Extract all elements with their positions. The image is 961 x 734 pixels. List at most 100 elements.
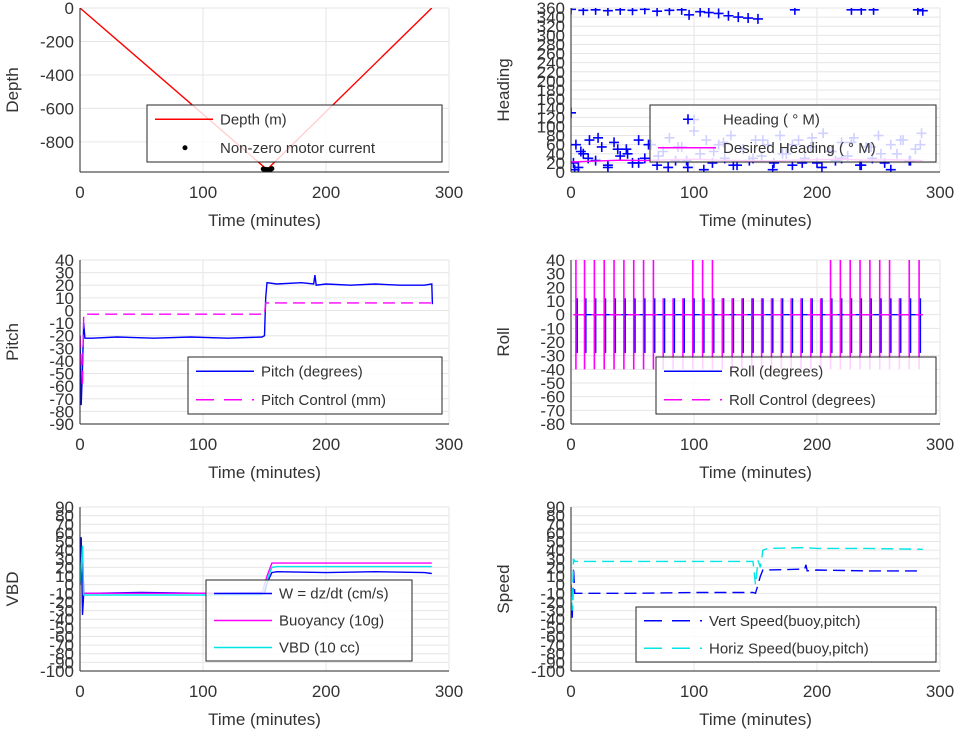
roll-y-tick-label: -30	[540, 347, 565, 366]
vbd-y-tick-label: 90	[55, 498, 74, 517]
heading-y-tick-label: 100	[537, 117, 565, 136]
roll-y-tick-label: 30	[546, 265, 565, 284]
heading-point	[609, 137, 620, 148]
depth-y-tick-label: -600	[40, 99, 74, 118]
pitch-x-tick-label: 0	[75, 435, 84, 454]
vbd-y-tick-label: 80	[55, 507, 74, 526]
speed-x-tick-label: 0	[566, 682, 575, 701]
heading-legend: Heading ( ° M) Desired Heading ( ° M)	[649, 104, 937, 163]
roll-x-axis-label: Time (minutes)	[699, 463, 812, 482]
heading-point	[912, 8, 923, 15]
heading-point	[663, 162, 674, 172]
heading-y-tick-label: 320	[537, 17, 565, 36]
depth-y-tick-label: -200	[40, 32, 74, 51]
speed-series-1-line	[571, 546, 923, 611]
speed-y-tick-label: 10	[546, 567, 565, 586]
vbd-y-tick-label: 70	[55, 515, 74, 534]
heading-point	[676, 8, 687, 15]
heading-y-tick-label: 360	[537, 0, 565, 18]
speed-y-axis-label: Speed	[494, 564, 513, 613]
heading-point	[615, 8, 626, 15]
heading-point	[816, 162, 827, 172]
vbd-y-tick-label: -40	[49, 610, 74, 629]
pitch-y-tick-label: -80	[49, 402, 74, 421]
heading-point	[578, 148, 589, 159]
heading-point	[682, 162, 693, 172]
depth-y-tick-label: -800	[40, 133, 74, 152]
vbd-legend-label: Buoyancy (10g)	[279, 613, 384, 630]
speed-y-tick-label: 40	[546, 541, 565, 560]
roll-legend-label: Roll Control (degrees)	[729, 392, 876, 409]
pitch-y-tick-label: 20	[55, 276, 74, 295]
speed-y-tick-label: -40	[540, 610, 565, 629]
heading-x-tick-label: 300	[926, 183, 954, 202]
heading-x-tick-label: 100	[680, 183, 708, 202]
speed-y-tick-label: -30	[540, 602, 565, 621]
depth-legend-swatch	[182, 145, 188, 151]
depth-x-tick-label: 200	[312, 183, 340, 202]
speed-y-tick-label: 0	[556, 576, 565, 595]
heading-point	[917, 8, 928, 16]
heading-point	[664, 8, 675, 16]
heading-point	[856, 8, 867, 15]
vbd-legend-label: W = dz/dt (cm/s)	[279, 586, 389, 603]
pitch-x-axis-label: Time (minutes)	[208, 463, 321, 482]
roll-y-axis-label: Roll	[494, 327, 513, 356]
heading-y-tick-label: 140	[537, 99, 565, 118]
heading-legend-label: Heading ( ° M)	[723, 111, 820, 128]
heading-point	[639, 8, 650, 15]
speed-y-tick-label: -80	[540, 645, 565, 664]
speed-chart: 0 100 200 3009080706050403020100-10-20-30-4…	[494, 498, 954, 729]
vbd-y-tick-label: 10	[55, 567, 74, 586]
vbd-x-tick-label: 0	[75, 682, 84, 701]
heading-y-tick-label: 260	[537, 45, 565, 64]
heading-point	[633, 135, 644, 146]
roll-y-tick-label: 40	[546, 251, 565, 270]
roll-x-tick-label: 100	[680, 435, 708, 454]
heading-y-tick-label: 340	[537, 8, 565, 27]
vbd-y-tick-label: -60	[49, 627, 74, 646]
heading-y-tick-label: 120	[537, 108, 565, 127]
speed-data	[571, 546, 923, 620]
vbd-legend: W = dz/dt (cm/s) Buoyancy (10g) VBD (10 cc…	[205, 579, 413, 662]
vbd-x-axis-label: Time (minutes)	[208, 710, 321, 729]
pitch-x-tick-label: 300	[435, 435, 463, 454]
vbd-y-tick-label: 20	[55, 558, 74, 577]
pitch-y-tick-label: -10	[49, 314, 74, 333]
heading-point	[703, 8, 714, 18]
roll-x-tick-label: 200	[803, 435, 831, 454]
vbd-legend-label: VBD (10 cc)	[279, 640, 360, 657]
speed-y-tick-label: 90	[546, 498, 565, 517]
pitch-y-tick-label: -20	[49, 327, 74, 346]
roll-y-tick-label: -40	[540, 360, 565, 379]
pitch-y-tick-label: -70	[49, 390, 74, 409]
depth-legend-label: Non-zero motor current	[220, 140, 376, 157]
heading-y-tick-label: 280	[537, 35, 565, 54]
vbd-x-tick-label: 200	[312, 682, 340, 701]
speed-y-tick-label: -60	[540, 627, 565, 646]
heading-point	[733, 12, 744, 23]
roll-y-tick-label: -50	[540, 374, 565, 393]
heading-point	[593, 132, 604, 143]
speed-x-tick-label: 200	[803, 682, 831, 701]
vbd-y-tick-label: -100	[40, 662, 74, 681]
vbd-y-tick-label: 30	[55, 550, 74, 569]
heading-point	[621, 144, 632, 155]
pitch-y-axis-label: Pitch	[3, 323, 22, 361]
heading-point	[612, 144, 623, 155]
speed-y-tick-label: -70	[540, 636, 565, 655]
speed-series-0-line	[571, 564, 923, 620]
depth-data	[80, 8, 433, 172]
roll-y-tick-label: 20	[546, 278, 565, 297]
heading-y-tick-label: 300	[537, 26, 565, 45]
vbd-y-tick-label: 60	[55, 524, 74, 543]
pitch-y-tick-label: -90	[49, 415, 74, 434]
heading-point	[652, 8, 663, 17]
heading-y-axis-label: Heading	[494, 58, 513, 121]
heading-point	[578, 8, 589, 16]
heading-legend-label: Desired Heading ( ° M)	[723, 140, 876, 157]
roll-y-tick-label: -80	[540, 415, 565, 434]
heading-y-tick-label: 240	[537, 54, 565, 73]
vbd-y-tick-label: -30	[49, 602, 74, 621]
heading-x-tick-label: 0	[566, 183, 575, 202]
